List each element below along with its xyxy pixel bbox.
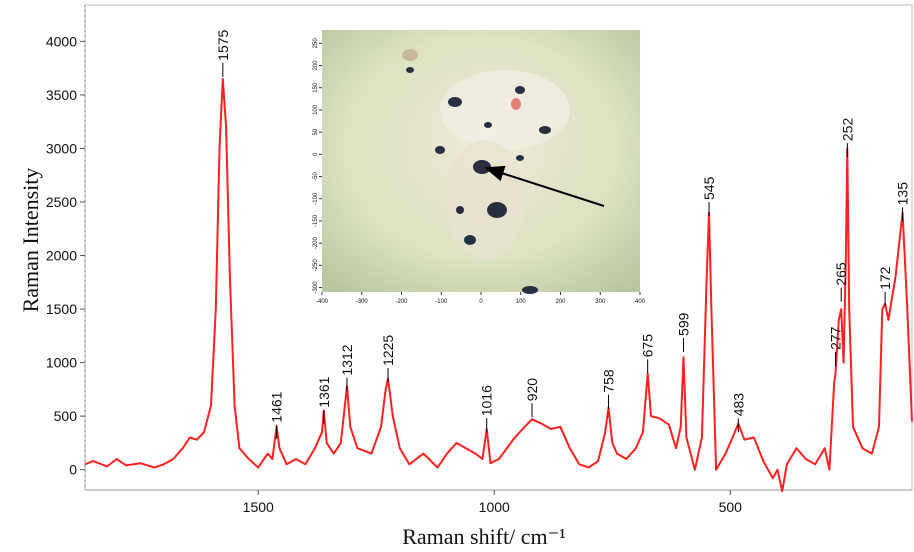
- inset-y-tick-label: -50: [313, 172, 319, 181]
- inset-y-tick-label: 100: [313, 104, 319, 115]
- inset-x-tick-label: -300: [356, 299, 369, 305]
- inset-x-tick-label: -200: [395, 299, 408, 305]
- peak-label: 758: [600, 369, 616, 393]
- inset-x-tick-label: 0: [479, 299, 483, 305]
- inset-x-tick-label: 400: [635, 299, 646, 305]
- inset-x-tick-label: 200: [555, 299, 566, 305]
- peak-label: 483: [730, 393, 746, 417]
- inset-y-tick-label: -100: [313, 192, 319, 205]
- y-axis-title: Raman Intensity: [18, 168, 43, 313]
- inset-y-tick-label: 250: [313, 38, 319, 49]
- peak-label: 265: [833, 262, 849, 286]
- peak-label: 277: [828, 326, 844, 350]
- inset-y-tick-label: 0: [313, 152, 319, 156]
- x-axis-title: Raman shift/ cm⁻¹: [402, 524, 566, 549]
- x-tick-label: 1000: [479, 499, 510, 515]
- y-tick-label: 0: [69, 462, 77, 478]
- inset-x-tick-label: 100: [516, 299, 527, 305]
- inset-x-tick-label: -400: [316, 299, 329, 305]
- x-tick-label: 500: [719, 499, 743, 515]
- peak-label: 1225: [380, 335, 396, 366]
- inset-image: [322, 30, 640, 294]
- inset-x-tick-label: -100: [435, 299, 448, 305]
- peak-label: 252: [839, 118, 855, 142]
- inset-y-tick-label: -300: [313, 281, 319, 294]
- y-tick-label: 1000: [46, 355, 77, 371]
- inset-y-tick-label: 150: [313, 82, 319, 93]
- y-tick-label: 3500: [46, 87, 77, 103]
- peak-label: 920: [524, 378, 540, 402]
- peak-label: 675: [640, 334, 656, 358]
- y-tick-label: 1500: [46, 301, 77, 317]
- peak-label: 1312: [339, 344, 355, 375]
- inset-x-tick-label: 300: [595, 299, 606, 305]
- y-tick-label: 500: [54, 408, 78, 424]
- peak-label: 1575: [215, 29, 231, 60]
- inset-y-tick-label: 200: [313, 60, 319, 71]
- peak-label: 599: [676, 312, 692, 336]
- peak-label: 1361: [316, 376, 332, 407]
- y-tick-label: 3000: [46, 140, 77, 156]
- y-tick-label: 4000: [46, 33, 77, 49]
- x-tick-label: 1500: [243, 499, 274, 515]
- y-tick-label: 2000: [46, 248, 77, 264]
- peak-label: 1461: [269, 391, 285, 422]
- peak-label: 1016: [479, 385, 495, 416]
- inset-y-tick-label: -200: [313, 236, 319, 249]
- inset-y-tick-label: -150: [313, 214, 319, 227]
- inset-y-tick-label: 50: [313, 128, 319, 135]
- spectrum-line: [84, 77, 913, 493]
- y-tick-label: 2500: [46, 194, 77, 210]
- peak-label: 135: [895, 182, 911, 206]
- peak-label: 545: [701, 176, 717, 200]
- inset-y-tick-label: -250: [313, 259, 319, 272]
- peak-label: 172: [877, 266, 893, 290]
